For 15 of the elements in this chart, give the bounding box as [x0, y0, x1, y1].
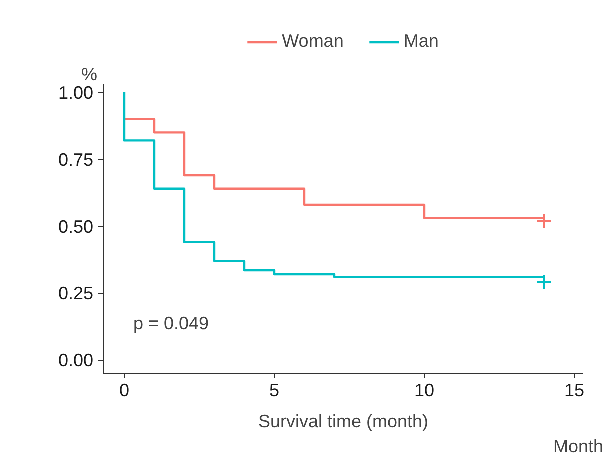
legend-label: Man [404, 31, 439, 52]
legend-label: Woman [282, 31, 344, 52]
y-tick-label: 1.00 [58, 83, 94, 104]
x-tick-label: 10 [414, 380, 435, 400]
y-tick-label: 0.00 [58, 350, 94, 371]
y-tick-label: 0.25 [58, 284, 94, 304]
x-tick-label: 15 [564, 380, 585, 400]
y-axis-title: % [82, 64, 98, 84]
x-tick-label: 0 [119, 380, 130, 400]
annotation: p = 0.049 [134, 314, 210, 334]
y-tick-label: 0.50 [58, 216, 94, 237]
x-tick-label: 5 [269, 380, 280, 400]
text: Month [553, 436, 604, 456]
x-axis-title: Survival time (month) [258, 412, 429, 432]
y-tick-label: 0.75 [58, 150, 94, 170]
